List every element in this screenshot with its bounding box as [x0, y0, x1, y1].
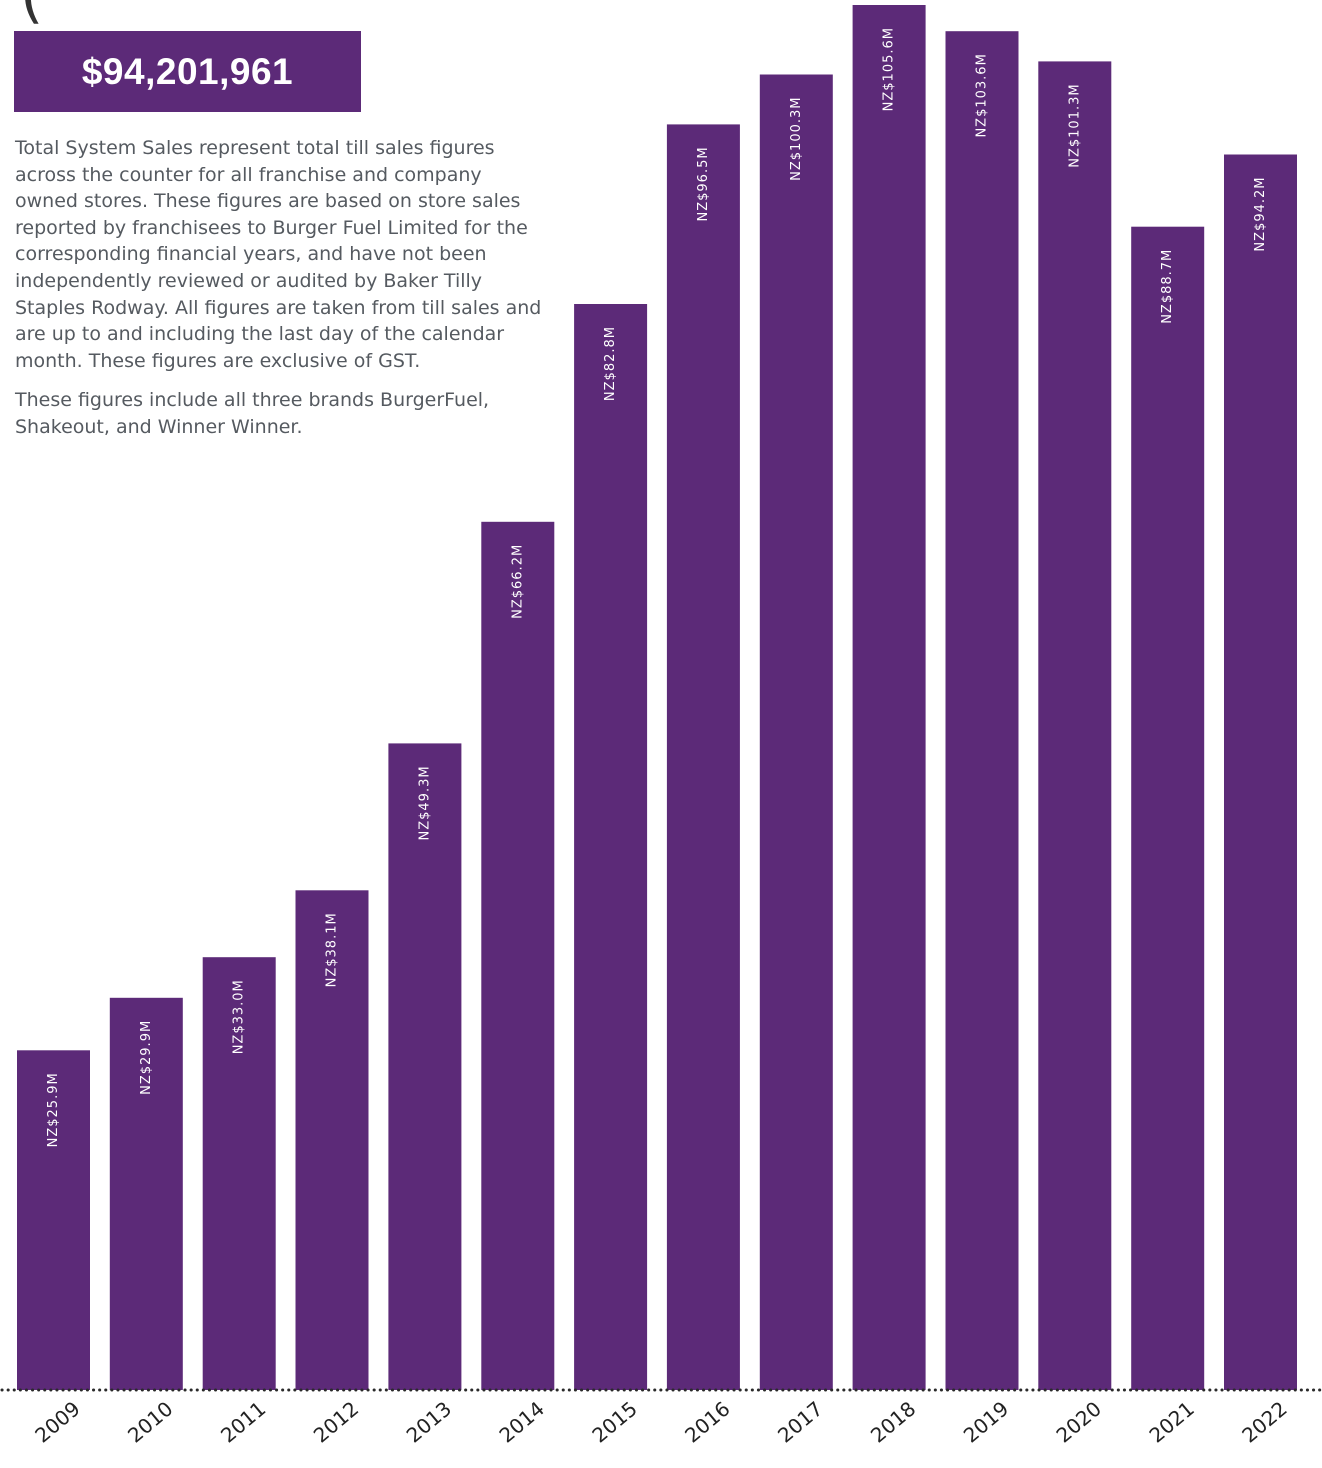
bar-value-label-2020: NZ$101.3M — [1067, 83, 1082, 167]
bar-value-label-2012: NZ$38.1M — [325, 912, 340, 987]
bar-value-label-2009: NZ$25.9M — [46, 1072, 61, 1147]
total-sales-badge: $94,201,961 — [14, 31, 361, 112]
bar-2017 — [760, 75, 833, 1391]
bar-value-label-2010: NZ$29.9M — [139, 1020, 154, 1095]
bar-2022 — [1224, 155, 1297, 1391]
x-tick-label-2021: 2021 — [1144, 1396, 1198, 1447]
description: Total System Sales represent total till … — [15, 135, 545, 454]
total-sales-value: $94,201,961 — [82, 51, 293, 93]
x-tick-label-2022: 2022 — [1237, 1396, 1291, 1447]
bar-value-label-2016: NZ$96.5M — [696, 146, 711, 221]
x-tick-label-2017: 2017 — [773, 1396, 827, 1447]
x-tick-label-2016: 2016 — [680, 1396, 734, 1447]
bar-value-label-2011: NZ$33.0M — [232, 979, 247, 1054]
bar-value-label-2017: NZ$100.3M — [789, 97, 804, 181]
bar-value-label-2013: NZ$49.3M — [417, 765, 432, 840]
bar-value-label-2019: NZ$103.6M — [975, 53, 990, 137]
bar-value-label-2022: NZ$94.2M — [1253, 177, 1268, 252]
x-tick-label-2014: 2014 — [495, 1396, 549, 1447]
x-tick-label-2018: 2018 — [866, 1396, 920, 1447]
x-tick-label-2019: 2019 — [959, 1396, 1013, 1447]
bar-2018 — [853, 5, 926, 1390]
x-tick-label-2011: 2011 — [216, 1396, 270, 1447]
bar-2020 — [1038, 61, 1111, 1390]
page-title-fragment: ( — [20, 0, 43, 26]
x-tick-label-2013: 2013 — [402, 1396, 456, 1447]
x-tick-label-2020: 2020 — [1052, 1396, 1106, 1447]
x-tick-label-2015: 2015 — [587, 1396, 641, 1447]
bar-2015 — [574, 304, 647, 1390]
bar-value-label-2021: NZ$88.7M — [1160, 249, 1175, 324]
x-tick-label-2010: 2010 — [123, 1396, 177, 1447]
x-tick-label-2009: 2009 — [30, 1396, 84, 1447]
x-tick-label-2012: 2012 — [309, 1396, 363, 1447]
bar-value-label-2018: NZ$105.6M — [882, 27, 897, 111]
bar-value-label-2015: NZ$82.8M — [603, 326, 618, 401]
description-paragraph-1: Total System Sales represent total till … — [15, 135, 545, 374]
bar-2019 — [946, 31, 1019, 1390]
bar-2021 — [1131, 227, 1204, 1390]
bar-2016 — [667, 124, 740, 1390]
description-paragraph-2: These figures include all three brands B… — [15, 387, 545, 440]
bar-value-label-2014: NZ$66.2M — [510, 544, 525, 619]
bar-2014 — [481, 522, 554, 1390]
